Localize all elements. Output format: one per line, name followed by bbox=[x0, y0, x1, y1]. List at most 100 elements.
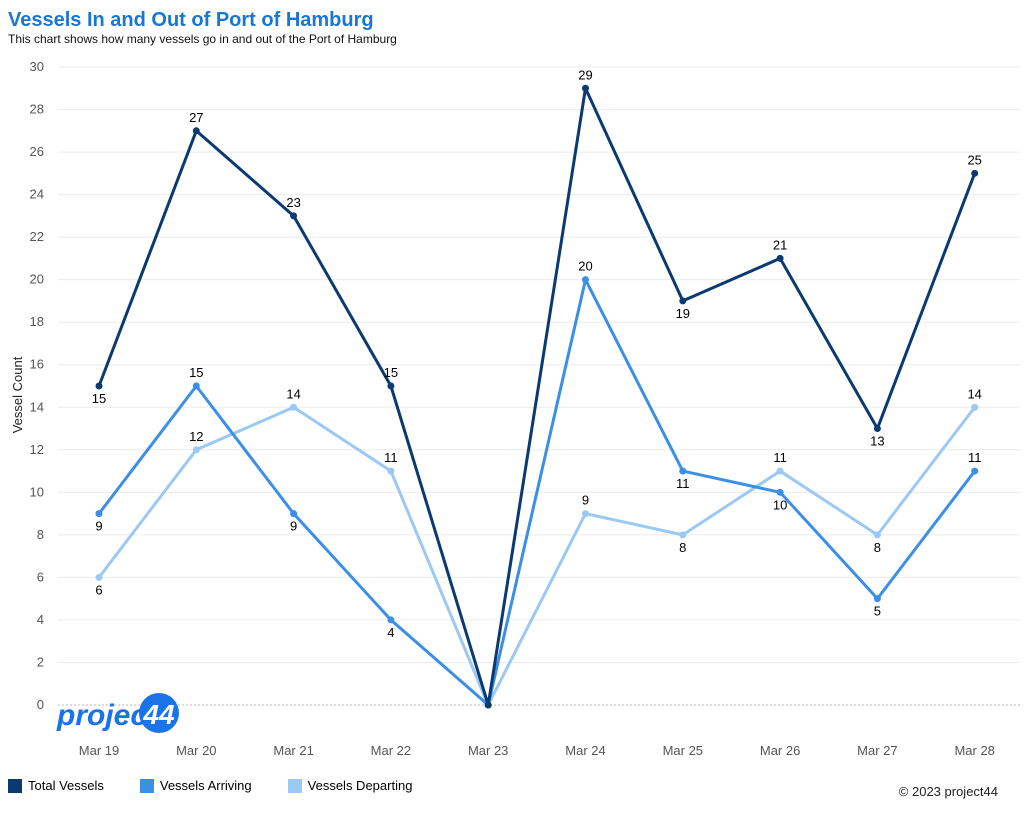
data-label: 23 bbox=[286, 195, 300, 210]
data-point[interactable] bbox=[95, 382, 103, 390]
x-tick-label: Mar 21 bbox=[273, 743, 313, 758]
data-point[interactable] bbox=[679, 467, 687, 475]
data-point[interactable] bbox=[971, 467, 979, 475]
data-point[interactable] bbox=[387, 616, 395, 624]
data-point[interactable] bbox=[192, 382, 200, 390]
data-point[interactable] bbox=[290, 212, 298, 220]
data-point[interactable] bbox=[582, 276, 589, 284]
x-tick-label: Mar 22 bbox=[371, 743, 411, 758]
data-point[interactable] bbox=[387, 382, 395, 390]
data-label: 5 bbox=[874, 604, 881, 619]
gridlines bbox=[58, 66, 1020, 706]
data-labels: 6 12 14 11 9 8 11 8 14 9 15 9 4 20 11 10 5 11 15 27 23 15 29 19… bbox=[92, 67, 982, 640]
data-label: 8 bbox=[874, 540, 881, 555]
x-axis-ticks: Mar 19 Mar 20 Mar 21 Mar 22 Mar 23 Mar 24 Mar … bbox=[79, 743, 995, 758]
data-label: 21 bbox=[773, 237, 787, 252]
y-tick-label: 6 bbox=[37, 569, 44, 584]
data-label: 15 bbox=[384, 365, 398, 380]
data-label: 14 bbox=[967, 386, 981, 401]
data-label: 11 bbox=[676, 476, 690, 491]
legend-swatch-departing bbox=[287, 778, 302, 793]
x-tick-label: Mar 28 bbox=[954, 743, 994, 758]
data-label: 27 bbox=[189, 110, 203, 125]
data-label: 11 bbox=[773, 450, 787, 465]
data-label: 20 bbox=[578, 259, 592, 274]
y-tick-label: 14 bbox=[30, 399, 44, 414]
data-point[interactable] bbox=[679, 297, 687, 305]
data-label: 29 bbox=[578, 67, 592, 82]
data-label: 15 bbox=[189, 365, 203, 380]
data-point[interactable] bbox=[679, 531, 687, 539]
copyright-text: © 2023 project44 bbox=[898, 784, 998, 799]
y-tick-label: 18 bbox=[30, 314, 44, 329]
y-tick-label: 16 bbox=[30, 357, 44, 372]
data-label: 8 bbox=[679, 540, 686, 555]
y-tick-label: 8 bbox=[37, 527, 44, 542]
y-tick-label: 4 bbox=[37, 612, 44, 627]
series-points bbox=[95, 84, 979, 709]
data-point[interactable] bbox=[971, 169, 979, 177]
y-tick-label: 24 bbox=[30, 187, 44, 202]
data-point[interactable] bbox=[192, 127, 200, 135]
data-label: 10 bbox=[773, 497, 787, 512]
data-point[interactable] bbox=[971, 403, 979, 411]
data-point[interactable] bbox=[95, 573, 103, 581]
y-tick-label: 12 bbox=[30, 442, 44, 457]
y-tick-label: 28 bbox=[30, 102, 44, 117]
data-label: 4 bbox=[387, 625, 394, 640]
legend-swatch-arriving bbox=[139, 778, 154, 793]
legend-item-total[interactable]: Total Vessels bbox=[8, 778, 104, 793]
x-tick-label: Mar 27 bbox=[857, 743, 897, 758]
y-tick-label: 2 bbox=[37, 654, 44, 669]
data-point[interactable] bbox=[873, 595, 881, 603]
legend-item-departing[interactable]: Vessels Departing bbox=[287, 778, 412, 793]
x-tick-label: Mar 25 bbox=[663, 743, 703, 758]
legend: Total Vessels Vessels Arriving Vessels D… bbox=[8, 778, 448, 793]
data-label: 11 bbox=[968, 450, 982, 465]
y-axis-label: Vessel Count bbox=[10, 356, 25, 433]
data-label: 13 bbox=[870, 434, 884, 449]
legend-label-arriving: Vessels Arriving bbox=[159, 778, 252, 793]
data-point[interactable] bbox=[484, 701, 492, 709]
data-label: 19 bbox=[676, 306, 690, 321]
chart-subtitle: This chart shows how many vessels go in … bbox=[8, 32, 397, 46]
data-point[interactable] bbox=[776, 488, 784, 496]
data-label: 9 bbox=[582, 493, 589, 508]
y-tick-label: 30 bbox=[30, 59, 44, 74]
y-tick-label: 22 bbox=[30, 229, 44, 244]
x-tick-label: Mar 24 bbox=[565, 743, 605, 758]
y-tick-label: 0 bbox=[37, 697, 44, 712]
data-point[interactable] bbox=[192, 446, 200, 454]
y-tick-label: 20 bbox=[30, 272, 44, 287]
data-point[interactable] bbox=[290, 403, 298, 411]
data-label: 25 bbox=[967, 152, 981, 167]
data-point[interactable] bbox=[290, 510, 298, 518]
project44-logo: project 44 bbox=[55, 693, 185, 740]
series-lines bbox=[97, 86, 977, 707]
data-label: 14 bbox=[286, 386, 300, 401]
data-label: 12 bbox=[189, 429, 203, 444]
y-tick-label: 26 bbox=[30, 144, 44, 159]
logo-circle bbox=[139, 693, 179, 733]
chart-title: Vessels In and Out of Port of Hamburg bbox=[8, 9, 374, 31]
data-point[interactable] bbox=[873, 425, 881, 433]
legend-label-total: Total Vessels bbox=[28, 778, 104, 793]
x-tick-label: Mar 23 bbox=[468, 743, 508, 758]
data-label: 11 bbox=[384, 450, 398, 465]
data-point[interactable] bbox=[776, 254, 784, 262]
data-point[interactable] bbox=[582, 84, 589, 92]
x-tick-label: Mar 20 bbox=[176, 743, 216, 758]
y-tick-label: 10 bbox=[30, 484, 44, 499]
data-point[interactable] bbox=[387, 467, 395, 475]
series-line bbox=[97, 278, 976, 707]
legend-item-arriving[interactable]: Vessels Arriving bbox=[139, 778, 252, 793]
data-point[interactable] bbox=[95, 510, 103, 518]
data-label: 6 bbox=[95, 582, 102, 597]
data-point[interactable] bbox=[873, 531, 881, 539]
series-line bbox=[97, 86, 977, 707]
x-tick-label: Mar 26 bbox=[760, 743, 800, 758]
data-point[interactable] bbox=[582, 510, 589, 518]
data-point[interactable] bbox=[776, 467, 784, 475]
